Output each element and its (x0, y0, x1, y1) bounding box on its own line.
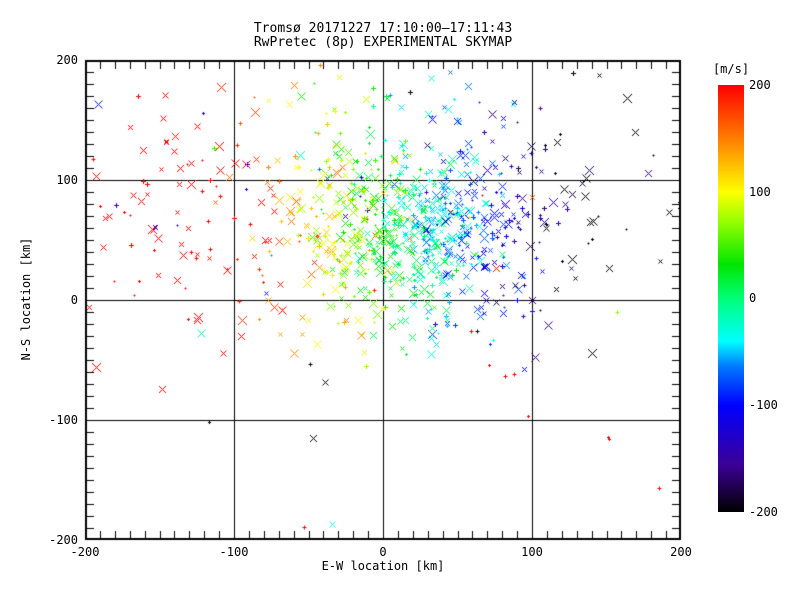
x-tick-label: -100 (219, 545, 249, 559)
velocity-colorbar (718, 85, 744, 512)
y-tick-label: 100 (56, 173, 78, 187)
colorbar-tick-label: -100 (749, 398, 778, 412)
colorbar-tick-label: 100 (749, 185, 771, 199)
plot-title-line2: RwPretec (8p) EXPERIMENTAL SKYMAP (253, 35, 513, 50)
colorbar-tick-label: 0 (749, 291, 757, 305)
y-tick-label: 0 (70, 293, 78, 307)
x-tick-label: 0 (379, 545, 387, 559)
x-tick-label: 200 (670, 545, 692, 559)
colorbar-tick-label: 200 (749, 78, 771, 92)
colorbar-unit-label: [m/s] (712, 62, 750, 76)
y-tick-label: -100 (49, 413, 78, 427)
x-axis-label: E-W location [km] (321, 559, 445, 573)
x-tick-label: -200 (70, 545, 100, 559)
y-tick-label: 200 (56, 53, 78, 67)
x-tick-label: 100 (521, 545, 543, 559)
plot-title-line1: Tromsø 20171227 17:10:00–17:11:43 (253, 21, 513, 36)
y-tick-label: -200 (49, 533, 78, 547)
colorbar-tick-label: -200 (749, 505, 778, 519)
y-axis-label: N-S location [km] (19, 237, 33, 361)
